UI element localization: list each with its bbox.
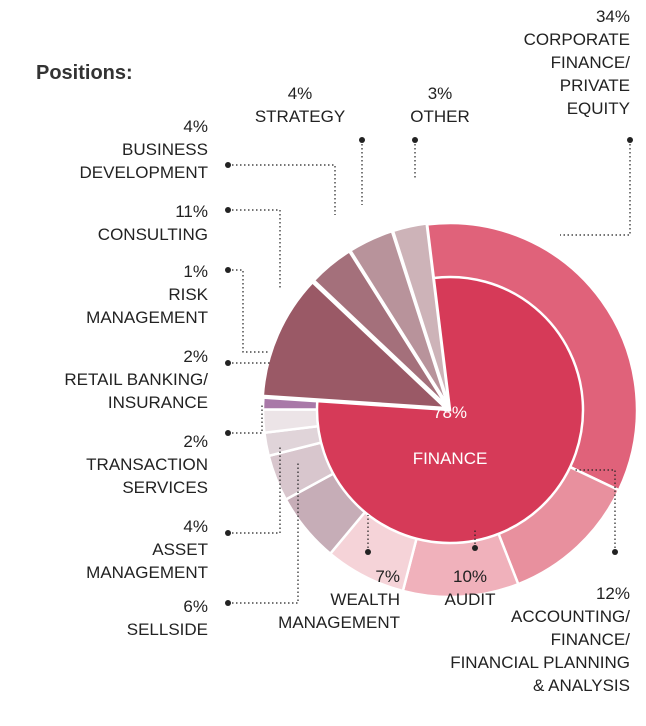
leader-line	[228, 164, 336, 215]
leader-dot	[472, 545, 478, 551]
leader-dot	[225, 267, 231, 273]
category-label: SELLSIDE	[126, 620, 208, 639]
slice-label: 4% STRATEGY	[230, 82, 370, 128]
slice-label: 10% AUDIT	[410, 565, 530, 611]
leader-dot	[225, 530, 231, 536]
category-label: STRATEGY	[254, 107, 346, 126]
category-label: CONSULTING	[97, 225, 208, 244]
leader-dot	[627, 137, 633, 143]
leader-dot	[225, 600, 231, 606]
leader-dot	[412, 137, 418, 143]
category-label: ASSET MANAGEMENT	[86, 540, 208, 582]
value-label: 3%	[427, 84, 453, 103]
value-label: 7%	[375, 567, 400, 586]
category-label: ACCOUNTING/ FINANCE/ FINANCIAL PLANNING …	[450, 607, 630, 695]
slice-label: 34% CORPORATE FINANCE/ PRIVATE EQUITY	[440, 5, 630, 120]
slice-label: 2% RETAIL BANKING/ INSURANCE	[0, 345, 208, 414]
leader-dot	[225, 162, 231, 168]
finance-name: FINANCE	[412, 449, 488, 468]
slice-label: 4% ASSET MANAGEMENT	[10, 515, 208, 584]
leader-line	[560, 140, 631, 236]
category-label: TRANSACTION SERVICES	[86, 455, 208, 497]
value-label: 2%	[183, 347, 208, 366]
value-label: 11%	[175, 202, 208, 221]
value-label: 1%	[183, 262, 208, 281]
leader-line	[228, 405, 263, 434]
center-label: 78% FINANCE	[380, 378, 520, 493]
category-label: RISK MANAGEMENT	[86, 285, 208, 327]
pie-slice	[391, 222, 451, 406]
leader-line	[228, 269, 270, 353]
slice-label: 4% BUSINESS DEVELOPMENT	[10, 115, 208, 184]
leader-dot	[225, 360, 231, 366]
leader-dot	[359, 137, 365, 143]
value-label: 12%	[595, 584, 630, 603]
category-label: RETAIL BANKING/ INSURANCE	[64, 370, 208, 412]
value-label: 10%	[452, 567, 488, 586]
slice-label: 12% ACCOUNTING/ FINANCE/ FINANCIAL PLANNI…	[380, 582, 630, 697]
value-label: 4%	[287, 84, 313, 103]
slice-label: 1% RISK MANAGEMENT	[10, 260, 208, 329]
leader-line	[228, 462, 299, 604]
slice-label: 2% TRANSACTION SERVICES	[10, 430, 208, 499]
leader-dot	[365, 549, 371, 555]
slice-label: 11% CONSULTING	[10, 200, 208, 246]
slice-label: 7% WEALTH MANAGEMENT	[230, 565, 400, 634]
finance-disc	[315, 275, 585, 545]
category-label: WEALTH MANAGEMENT	[278, 590, 400, 632]
leader-line	[575, 469, 616, 552]
pie-slice	[261, 280, 449, 410]
value-label: 34%	[595, 7, 630, 26]
value-label: 2%	[183, 432, 208, 451]
category-label: OTHER	[410, 107, 470, 126]
leader-line	[228, 445, 281, 534]
leader-dot	[225, 430, 231, 436]
leader-dot	[225, 207, 231, 213]
value-label: 6%	[183, 597, 208, 616]
value-label: 4%	[183, 517, 208, 536]
leader-line	[228, 209, 281, 290]
category-label: CORPORATE FINANCE/ PRIVATE EQUITY	[523, 30, 630, 118]
category-label: BUSINESS DEVELOPMENT	[79, 140, 208, 182]
leader-dot	[612, 549, 618, 555]
category-label: AUDIT	[444, 590, 496, 609]
slice-label: 3% OTHER	[380, 82, 500, 128]
finance-value-label: 78%	[432, 403, 468, 422]
slice-label: 6% SELLSIDE	[10, 595, 208, 641]
pie-slice	[312, 249, 448, 408]
value-label: 4%	[183, 117, 208, 136]
chart-title: Positions:	[36, 62, 133, 84]
